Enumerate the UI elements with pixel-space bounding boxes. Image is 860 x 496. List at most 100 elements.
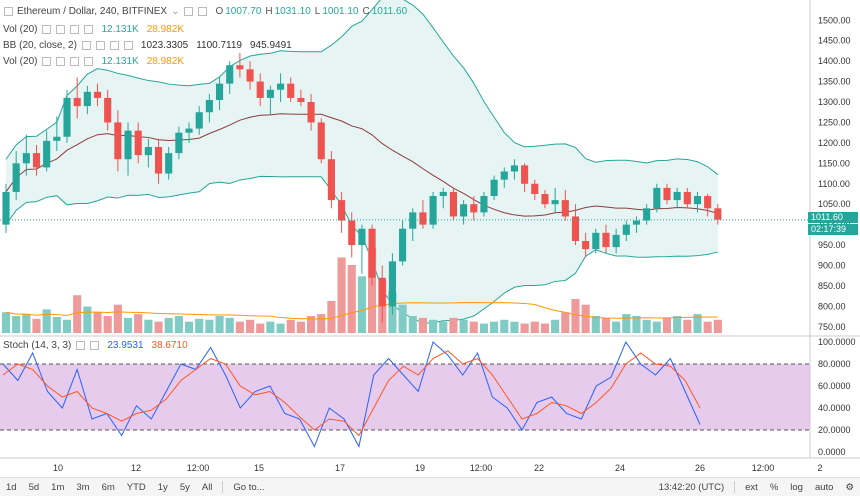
auto-toggle[interactable]: auto [814, 481, 834, 493]
candle-body [12, 163, 20, 192]
volume-bar [510, 321, 519, 333]
candle-body [287, 83, 295, 98]
indicator-value: 1100.7119 [196, 40, 242, 51]
range-all[interactable]: All [201, 481, 213, 493]
range-1y[interactable]: 1y [157, 481, 168, 493]
stoch-k-line [2, 340, 701, 448]
candle-body [53, 136, 61, 141]
volume-bar [357, 276, 366, 333]
time-tick-label: 26 [695, 463, 705, 473]
last-price-tag: 1011.60 [808, 212, 858, 223]
settings-icon[interactable] [56, 25, 66, 34]
stoch-tick-label: 0.0000 [818, 447, 846, 457]
time-tick-label: 2 [817, 463, 822, 473]
candle-body [571, 216, 580, 241]
eye-icon[interactable] [42, 57, 52, 66]
candle-body [348, 220, 356, 246]
eye-icon[interactable] [184, 7, 194, 16]
volume-bar [52, 316, 61, 333]
range-3m[interactable]: 3m [76, 481, 90, 493]
volume-bar [429, 319, 438, 333]
chevron-down-icon[interactable]: ⌄ [171, 6, 180, 17]
bottom-toolbar: 1d 5d 1m 3m 6m YTD 1y 5y All Go to... 13:42:20 (… [0, 477, 860, 496]
volume-bar [622, 314, 631, 333]
volume-bar [673, 316, 682, 333]
range-1m[interactable]: 1m [51, 481, 65, 493]
volume-bar [520, 323, 529, 333]
volume-bar [490, 321, 499, 333]
eye-icon[interactable] [42, 25, 52, 34]
stoch-name: Stoch (14, 3, 3) [3, 340, 72, 351]
volume-bar [184, 321, 194, 333]
more-icon[interactable] [84, 57, 94, 66]
volume-bar [683, 319, 692, 333]
candle-body [409, 212, 417, 229]
candle-body [541, 193, 549, 205]
volume-bar [703, 321, 712, 333]
close-icon[interactable] [70, 57, 80, 66]
candle-body [134, 130, 142, 156]
volume-bar [561, 312, 570, 333]
log-toggle[interactable]: log [790, 481, 803, 493]
eye-icon[interactable] [76, 341, 86, 350]
collapse-icon[interactable] [4, 7, 13, 16]
candle-body [165, 153, 173, 174]
candle-body [460, 204, 468, 217]
volume-bar [235, 321, 244, 333]
utc-clock[interactable]: 13:42:20 (UTC) [658, 481, 725, 493]
indicator-value: 12.131K [101, 56, 139, 67]
percent-toggle[interactable]: % [769, 481, 779, 493]
settings-icon[interactable] [56, 57, 66, 66]
candle-body [378, 277, 386, 307]
chart-canvas[interactable]: 1500.00 1450.00 1400.00 1350.00 1300.00 1250.… [0, 0, 860, 477]
time-tick-label: 12:00 [187, 463, 210, 473]
volume-bar [83, 306, 92, 333]
ext-toggle[interactable]: ext [745, 481, 758, 493]
price-tick-label: 1400.00 [818, 56, 851, 66]
volume-bar [22, 314, 31, 333]
goto-button[interactable]: Go to... [233, 481, 265, 493]
eye-icon[interactable] [81, 41, 91, 50]
candle-body [246, 69, 254, 82]
volume-bar [164, 317, 173, 333]
time-tick-label: 12:00 [752, 463, 775, 473]
gear-icon[interactable]: ⚙ [845, 481, 854, 493]
time-tick-label: 12 [131, 463, 141, 473]
range-6m[interactable]: 6m [101, 481, 115, 493]
candle-body [368, 228, 376, 278]
close-icon[interactable] [109, 41, 119, 50]
range-5d[interactable]: 5d [28, 481, 40, 493]
time-tick-label: 10 [53, 463, 63, 473]
candle-body [327, 159, 335, 201]
volume-bar [205, 319, 214, 333]
indicator-legend: BB (20, close, 2) 1023.3305 1100.7119 945.9… [3, 40, 292, 51]
volume-bar [632, 316, 641, 333]
candle-body [226, 65, 234, 84]
candle-body [32, 153, 41, 168]
volume-bar [612, 321, 621, 333]
candle-body [2, 191, 10, 225]
volume-bar [652, 321, 661, 333]
more-icon[interactable] [123, 41, 133, 50]
volume-bar [256, 323, 265, 333]
volume-bar [439, 321, 448, 333]
volume-bar [459, 319, 468, 333]
settings-icon[interactable] [198, 7, 208, 16]
volume-bar [317, 314, 326, 333]
settings-icon[interactable] [90, 341, 100, 350]
volume-ma [5, 302, 718, 320]
close-icon[interactable] [70, 25, 80, 34]
range-1d[interactable]: 1d [6, 481, 17, 493]
volume-bar [398, 304, 407, 333]
range-5y[interactable]: 5y [179, 481, 190, 493]
ohlc-values: O 1007.70 H 1031.10 L 1001.10 C 1011.60 [211, 6, 407, 17]
stoch-tick-label: 80.0000 [818, 359, 851, 369]
candle-body [561, 200, 569, 217]
range-ytd[interactable]: YTD [126, 481, 146, 493]
settings-icon[interactable] [95, 41, 105, 50]
indicator-legend: Vol (20) 12.131K 28.982K [3, 24, 184, 35]
candle-body [490, 179, 498, 197]
volume-bar [73, 295, 82, 333]
volume-bar [591, 316, 600, 333]
more-icon[interactable] [84, 25, 94, 34]
